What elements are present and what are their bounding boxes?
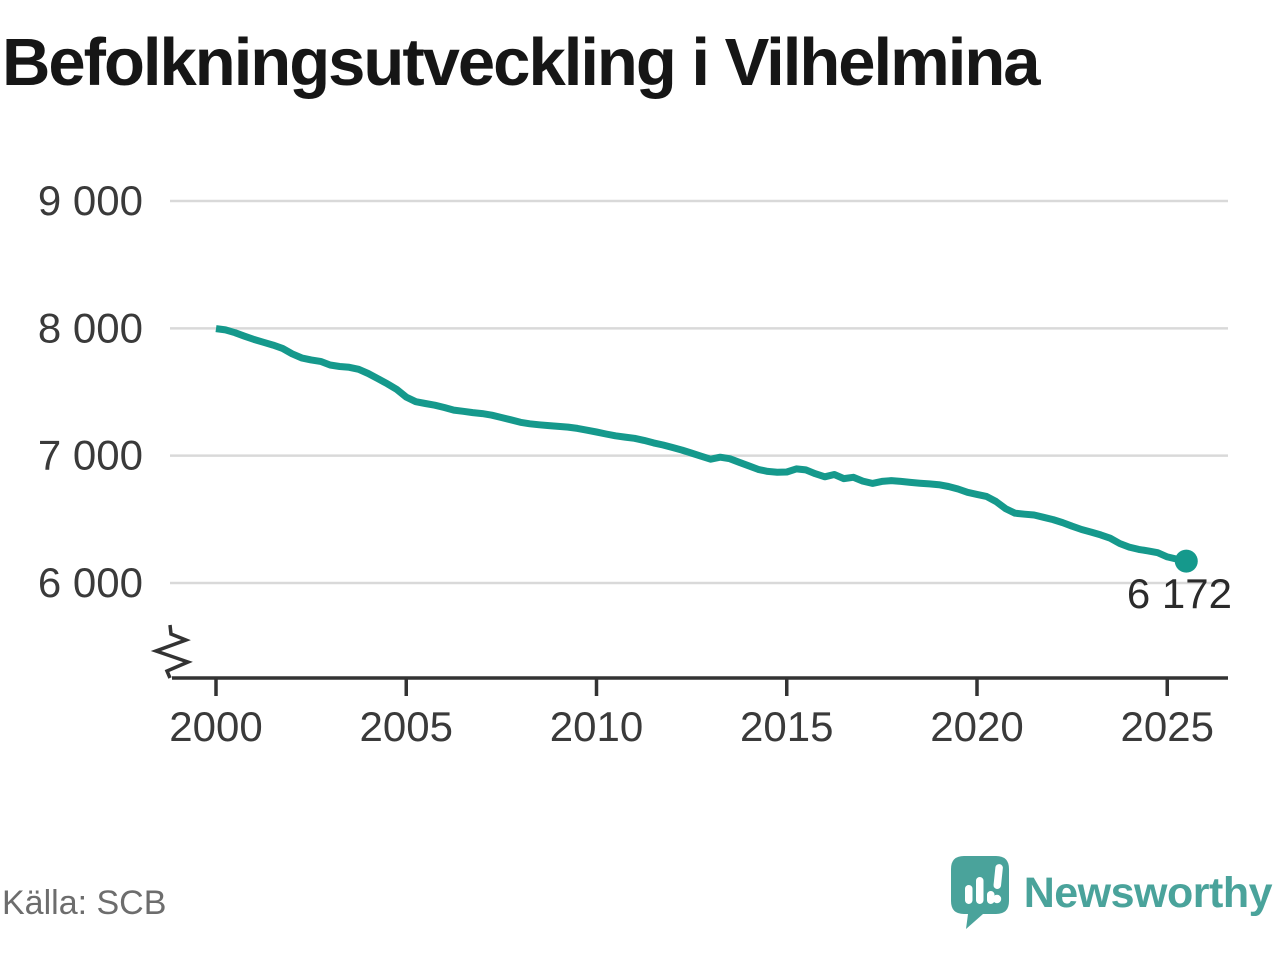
newsworthy-logo: Newsworthy — [950, 856, 1273, 930]
x-tick-label: 2000 — [169, 703, 262, 750]
y-tick-label: 9 000 — [38, 177, 143, 224]
source-label: Källa: SCB — [2, 884, 167, 922]
y-tick-label: 6 000 — [38, 559, 143, 606]
chart-canvas: 9 000 8 000 7 000 6 000 2000 2005 2010 2015 2020… — [38, 177, 1232, 750]
end-value-label: 6 172 — [1127, 570, 1232, 617]
population-line-chart: 9 000 8 000 7 000 6 000 2000 2005 2010 2015 2020… — [0, 150, 1280, 790]
page-title: Befolkningsutveckling i Vilhelmina — [2, 25, 1041, 100]
y-tick-label: 8 000 — [38, 304, 143, 351]
series-end-dot — [1174, 549, 1198, 573]
axis-break-icon — [150, 624, 193, 679]
chart-bars-speech-bubble-icon — [950, 856, 1009, 929]
y-tick-label: 7 000 — [38, 432, 143, 479]
x-tick-label: 2005 — [360, 703, 453, 750]
x-tick-label: 2020 — [930, 703, 1023, 750]
newsworthy-logo-text: Newsworthy — [1023, 868, 1273, 917]
x-tick-label: 2015 — [740, 703, 833, 750]
population-series-line — [215, 325, 1188, 565]
x-tick-label: 2010 — [550, 703, 643, 750]
x-tick-label: 2025 — [1121, 703, 1214, 750]
